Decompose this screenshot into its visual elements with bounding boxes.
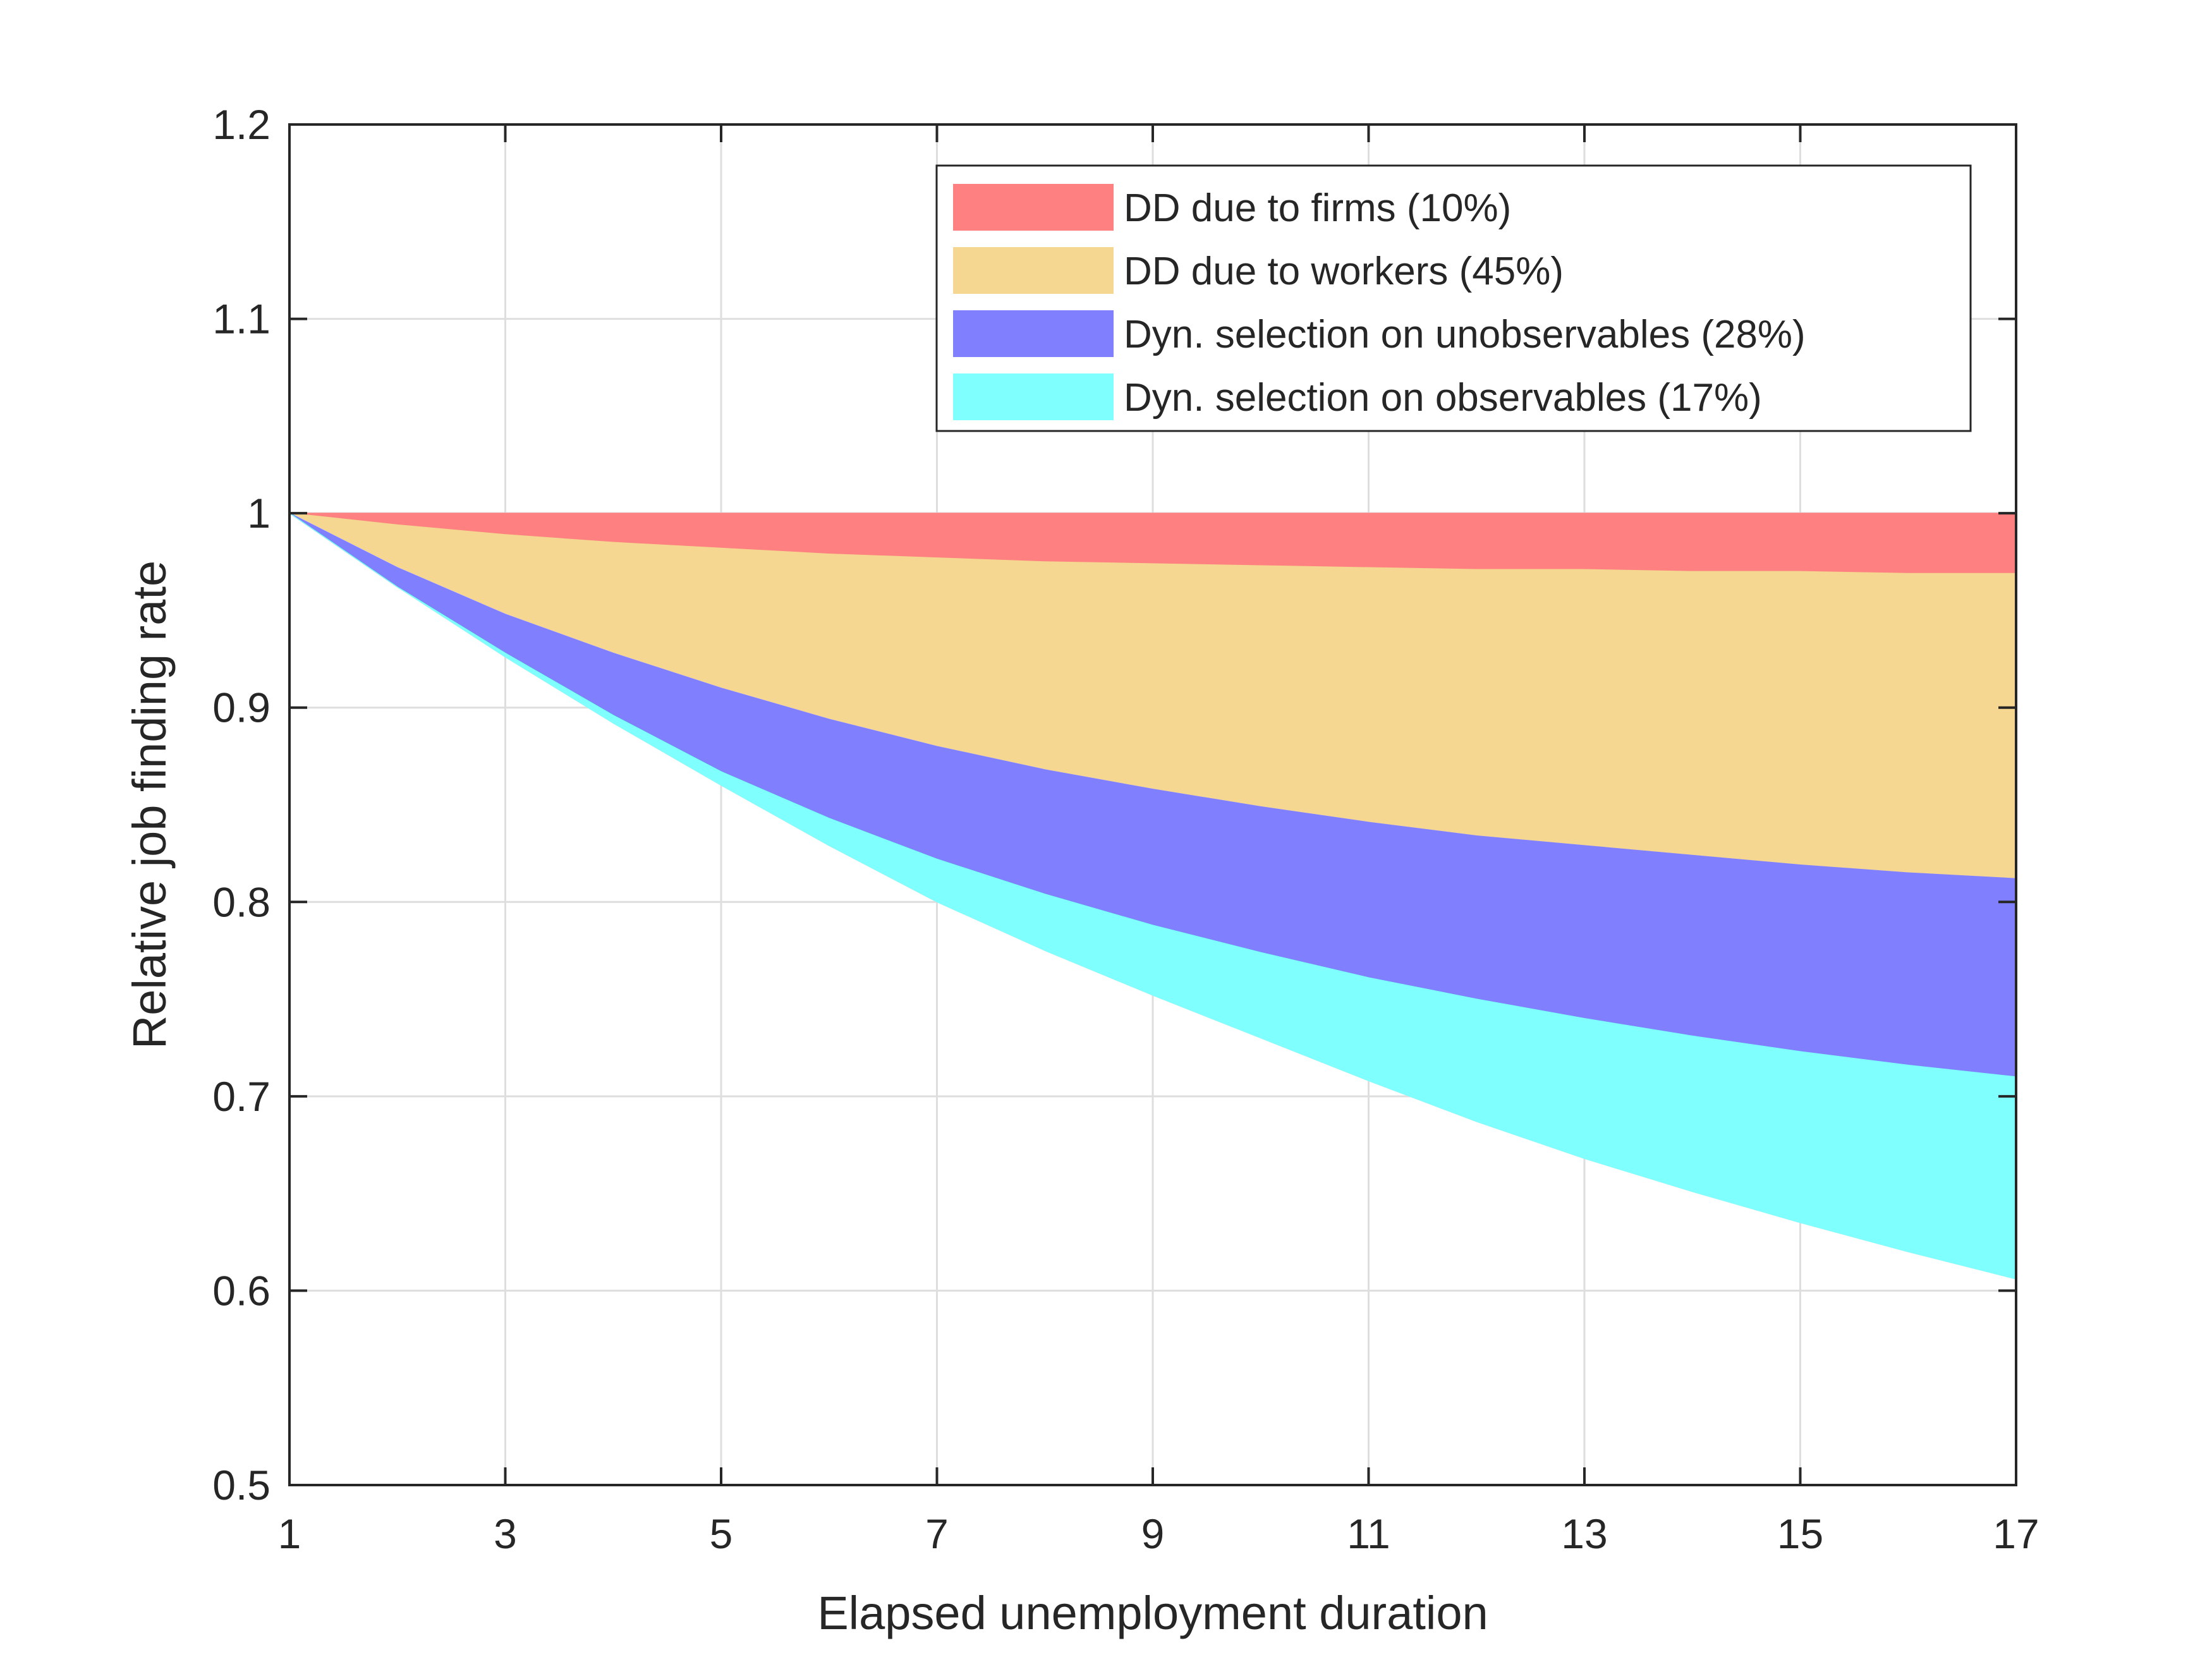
x-tick-label: 7 [925,1510,949,1557]
y-tick-label: 1.1 [212,296,270,343]
legend-label: DD due to firms (10%) [1124,186,1511,230]
y-tick-label: 0.5 [212,1462,270,1508]
legend-swatch [953,310,1114,357]
y-tick-label: 0.9 [212,684,270,731]
x-tick-label: 3 [494,1510,517,1557]
legend-label: Dyn. selection on unobservables (28%) [1124,313,1806,356]
y-tick-label: 1 [247,490,270,537]
legend-label: DD due to workers (45%) [1124,250,1564,293]
y-tick-label: 0.7 [212,1073,270,1120]
x-tick-labels: 1 3 5 7 9 11 13 15 17 [278,1510,2039,1557]
y-tick-label: 0.6 [212,1267,270,1314]
legend-swatch [953,247,1114,294]
y-tick-label: 0.8 [212,878,270,925]
x-tick-label: 13 [1561,1510,1607,1557]
x-tick-label: 1 [278,1510,301,1557]
legend-swatch [953,373,1114,420]
y-tick-label: 1.2 [212,101,270,148]
x-tick-label: 15 [1777,1510,1823,1557]
legend-swatch [953,184,1114,231]
x-tick-label: 11 [1347,1510,1390,1557]
x-axis-title: Elapsed unemployment duration [817,1587,1488,1639]
x-tick-label: 17 [1993,1510,2039,1557]
legend-label: Dyn. selection on observables (17%) [1124,376,1762,420]
x-tick-label: 5 [710,1510,733,1557]
ticks [288,123,2017,1486]
x-tick-label: 9 [1141,1510,1165,1557]
y-tick-labels: 0.5 0.6 0.7 0.8 0.9 1 1.1 1.2 [212,101,270,1508]
legend: DD due to firms (10%) DD due to workers (… [935,164,1972,432]
y-axis-title: Relative job finding rate [123,561,176,1049]
area-layer [289,513,2017,1280]
